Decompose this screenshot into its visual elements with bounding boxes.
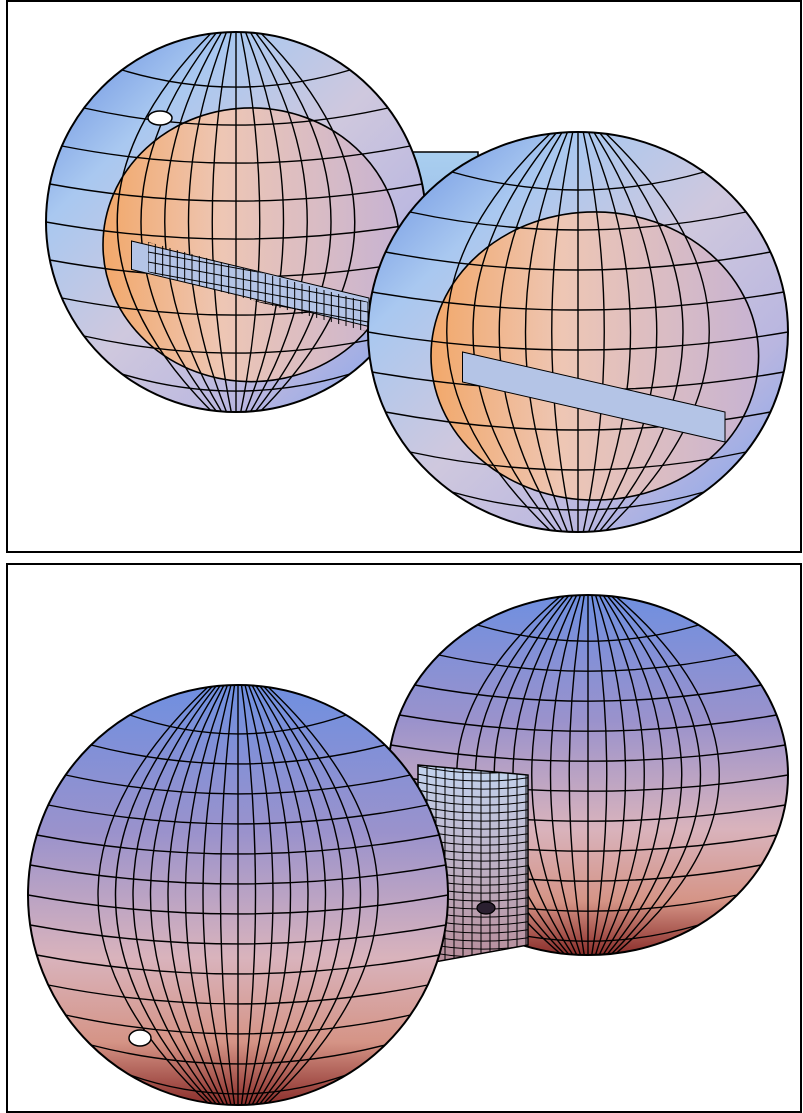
mesh-longitude-line [245,685,273,1105]
mesh-longitude-line [599,132,683,532]
mesh-longitude-line [552,132,573,532]
cutaway-surface-plot [8,2,802,553]
mesh-longitude-line [165,32,222,412]
panel-bottom-exterior-surface [6,563,802,1113]
mesh-longitude-line [221,685,235,1105]
mesh-longitude-line [186,685,228,1105]
mesh-longitude-line [614,595,719,955]
exterior-surface-plot [8,565,802,1113]
mesh-longitude-line [203,685,231,1105]
mesh-longitude-line [266,685,378,1105]
mesh-longitude-line [189,32,227,412]
neck-ring-line [413,797,533,805]
mesh-longitude-line [499,132,562,532]
neck-ring-line [413,773,533,781]
mesh-longitude-line [250,32,307,412]
mesh-longitude-line [603,595,663,955]
mesh-longitude-line [249,685,291,1105]
mesh-longitude-line [141,32,217,412]
mesh-longitude-line [599,595,644,955]
mesh-longitude-line [604,132,709,532]
mesh-longitude-line [263,685,361,1105]
mesh-longitude-line [246,32,284,412]
mesh-longitude-line [607,595,682,955]
neck-pole [476,901,496,915]
mesh-longitude-line [473,132,557,532]
mesh-longitude-line [212,32,231,412]
right-lobe-inner-tube [463,352,726,442]
panel-top-cutaway-surface [6,0,802,553]
mesh-longitude-line [116,685,214,1105]
mesh-longitude-line [260,32,355,412]
mesh-longitude-line [447,132,552,532]
neck-ring-line [413,789,533,797]
mesh-longitude-line [589,132,631,532]
front-lobe-mesh [28,685,448,1105]
neck-ring-line [413,781,533,789]
left-lobe-hole [147,110,173,126]
mesh-longitude-line [592,595,607,955]
mesh-longitude-line [168,685,224,1105]
mesh-longitude-line [532,595,577,955]
mesh-longitude-line [551,595,581,955]
mesh-longitude-line [117,32,212,412]
mesh-longitude-line [133,685,217,1105]
mesh-longitude-line [151,685,221,1105]
mesh-longitude-line [256,685,326,1105]
mesh-longitude-line [611,595,701,955]
mesh-longitude-line [583,132,604,532]
mesh-longitude-line [242,685,256,1105]
mesh-longitude-line [98,685,210,1105]
front-lobe-hole [128,1029,152,1047]
mesh-longitude-line [596,595,626,955]
mesh-longitude-line [252,685,308,1105]
mesh-longitude-line [255,32,331,412]
mesh-longitude-line [259,685,343,1105]
mesh-longitude-line [569,595,584,955]
mesh-longitude-line [526,132,568,532]
mesh-longitude-line [241,32,260,412]
mesh-longitude-line [594,132,657,532]
